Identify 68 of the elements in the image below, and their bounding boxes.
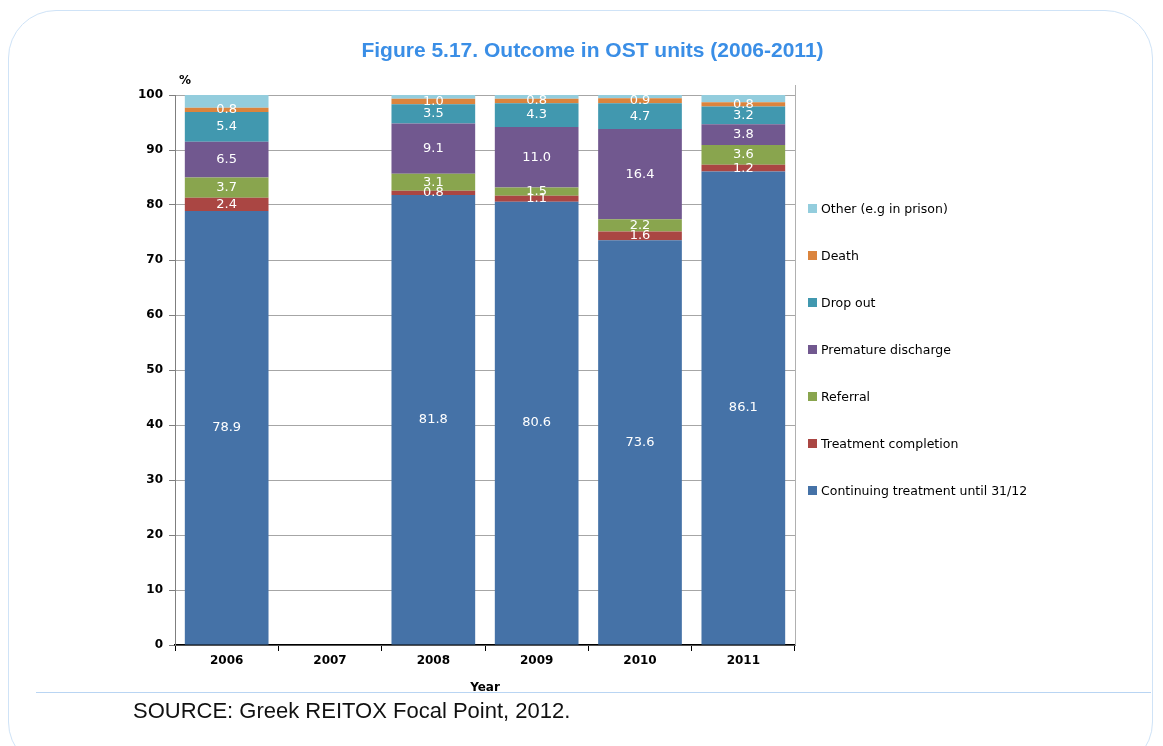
y-tick-label: 60: [146, 307, 163, 322]
data-label: 1.2: [732, 159, 754, 175]
legend-label: Premature discharge: [821, 341, 951, 357]
legend-label: Treatment completion: [821, 435, 959, 451]
data-label: 3.6: [732, 146, 754, 162]
legend-label: Continuing treatment until 31/12: [821, 482, 1028, 498]
bar: [701, 145, 786, 165]
data-label: 80.6: [522, 414, 552, 430]
bar: [391, 195, 476, 645]
data-label: 3.8: [732, 125, 754, 141]
bar: [184, 141, 269, 178]
data-label: 73.6: [625, 433, 655, 449]
data-label: 16.4: [625, 165, 655, 181]
y-tick-label: 50: [146, 362, 163, 377]
data-label: 86.1: [728, 399, 758, 415]
data-label: 5.4: [216, 118, 238, 134]
data-label: 3.2: [732, 106, 754, 122]
legend-label: Other (e.g in prison): [821, 200, 948, 216]
data-label: 1.6: [629, 227, 651, 243]
bar: [494, 201, 579, 645]
bar: [701, 124, 786, 146]
legend-label: Drop out: [821, 294, 876, 310]
source-note: SOURCE: Greek REITOX Focal Point, 2012.: [133, 698, 571, 724]
legend-label: Referral: [821, 388, 871, 404]
data-label: 11.0: [522, 148, 552, 164]
bar: [494, 103, 579, 127]
data-label: 6.5: [216, 151, 238, 166]
y-tick-label: 30: [146, 472, 163, 487]
x-tick-label: 2009: [519, 653, 554, 668]
y-tick-label: 90: [146, 142, 163, 157]
y-tick-label: 0: [154, 637, 163, 652]
data-label: 4.3: [526, 106, 548, 122]
data-label: 3.7: [216, 179, 238, 195]
data-label: 78.9: [212, 419, 242, 435]
x-tick-label: 2006: [209, 653, 244, 668]
x-tick-label: 2008: [416, 653, 451, 668]
y-tick-label: 70: [146, 252, 163, 267]
data-label: 2.4: [216, 195, 238, 211]
bar: [184, 177, 269, 198]
data-label: 9.1: [422, 140, 444, 155]
bar: [701, 171, 786, 645]
bar: [184, 211, 269, 645]
x-tick-label: 2007: [313, 653, 347, 668]
legend-label: Death: [821, 247, 859, 263]
bar: [184, 197, 269, 212]
bar: [391, 123, 476, 174]
data-label: 0.8: [422, 184, 444, 200]
chart-title: Figure 5.17. Outcome in OST units (2006-2011): [360, 38, 825, 62]
bar: [494, 195, 579, 202]
bar: [184, 112, 269, 142]
data-label: 3.5: [422, 105, 444, 121]
x-axis-title: Year: [469, 679, 500, 694]
bar: [598, 103, 682, 130]
x-tick-label: 2010: [623, 653, 657, 668]
y-tick-label: 10: [146, 582, 163, 597]
y-tick-label: 100: [137, 87, 163, 102]
bar: [598, 129, 682, 220]
y-tick-label: 40: [146, 417, 163, 432]
y-axis-title: %: [178, 73, 192, 88]
bar: [494, 126, 579, 188]
x-tick-label: 2011: [726, 653, 761, 668]
data-label: 4.7: [629, 107, 651, 123]
bar: [598, 240, 682, 645]
y-tick-label: 80: [146, 197, 163, 212]
data-label: 81.8: [418, 411, 448, 427]
bar: [701, 106, 786, 125]
y-tick-label: 20: [146, 527, 163, 542]
bar: [391, 104, 476, 124]
